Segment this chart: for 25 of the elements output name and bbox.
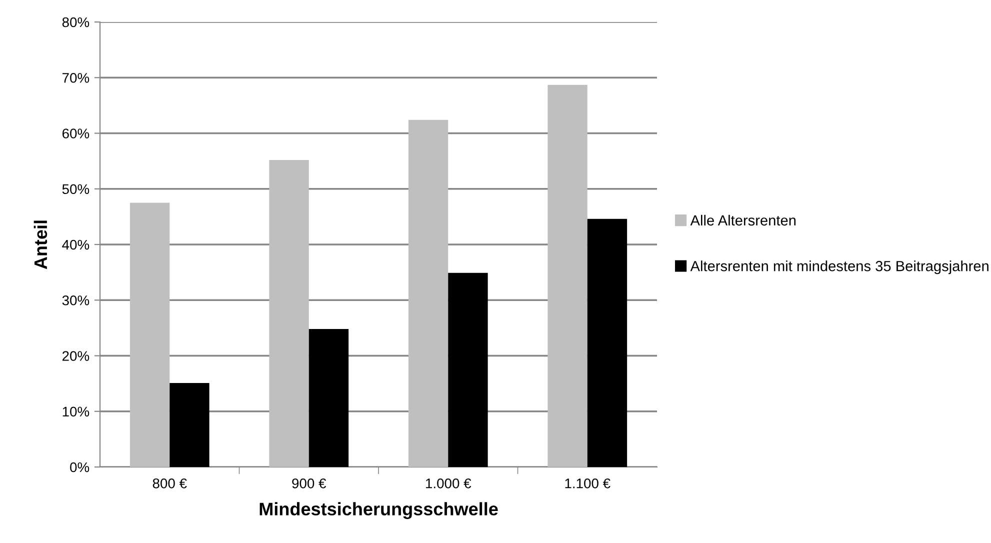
y-tick-label: 70% <box>62 72 90 83</box>
x-tick-label: 1.100 € <box>565 478 610 488</box>
bar <box>548 84 588 467</box>
bar <box>448 272 488 467</box>
bar <box>308 329 349 467</box>
y-tick-label: 80% <box>62 17 90 28</box>
bar <box>130 202 170 467</box>
y-tick-label: 50% <box>62 184 90 194</box>
legend-label: Alle Altersrenten <box>690 214 796 226</box>
y-tick-label: 60% <box>62 128 90 138</box>
x-tick-label: 800 € <box>152 478 187 488</box>
y-tick-label: 0% <box>70 462 90 472</box>
y-tick-label: 40% <box>62 240 90 250</box>
x-axis-title: Mindestsicherungsschwelle <box>260 502 498 520</box>
bar <box>269 160 309 467</box>
y-axis-title: Anteil <box>34 220 48 270</box>
y-tick-label: 30% <box>62 295 90 306</box>
legend-label: Altersrenten mit mindestens 35 Beitragsjahren <box>690 260 988 274</box>
bar <box>408 120 448 467</box>
y-tick-label: 20% <box>62 351 90 361</box>
bar <box>170 383 210 467</box>
x-tick-label: 900 € <box>292 478 326 488</box>
x-tick-label: 1.000 € <box>426 478 472 488</box>
bar <box>587 218 628 467</box>
y-tick-label: 10% <box>62 406 90 417</box>
